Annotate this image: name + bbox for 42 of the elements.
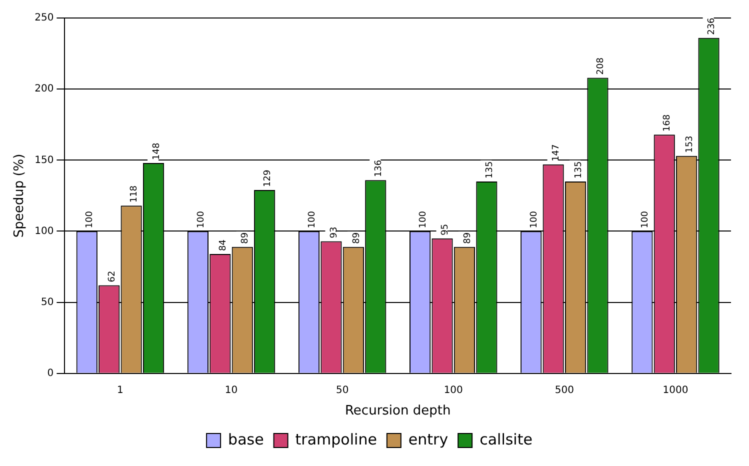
data-label: 62 — [107, 270, 118, 282]
x-tick-label: 50 — [336, 384, 349, 396]
data-label: 118 — [130, 185, 140, 203]
data-label: 100 — [418, 210, 428, 228]
data-label: 100 — [640, 210, 650, 228]
legend-label: base — [228, 430, 264, 448]
x-tick-label: 1000 — [662, 384, 688, 396]
data-label: 95 — [440, 224, 451, 236]
data-label: 100 — [307, 210, 318, 228]
data-label: 89 — [462, 232, 473, 244]
y-tick-label: 50 — [40, 296, 54, 308]
data-label: 93 — [330, 226, 340, 238]
data-label: 89 — [240, 232, 251, 244]
data-label: 208 — [596, 57, 606, 75]
x-tick-label: 10 — [224, 384, 238, 396]
x-tick-label: 500 — [554, 384, 574, 396]
data-label: 100 — [196, 210, 206, 228]
data-label: 168 — [662, 114, 673, 132]
data-label: 147 — [552, 144, 562, 162]
y-tick-label: 0 — [47, 368, 54, 379]
legend-label: trampoline — [295, 430, 377, 448]
y-tick-label: 150 — [34, 154, 54, 166]
legend-label: callsite — [480, 430, 532, 448]
data-label: 135 — [574, 161, 584, 178]
data-label: 129 — [262, 170, 273, 188]
x-axis-title: Recursion depth — [344, 404, 451, 419]
y-tick-label: 200 — [34, 84, 54, 95]
data-label: 100 — [85, 210, 96, 228]
data-label: 100 — [529, 210, 540, 228]
data-label: 135 — [485, 161, 496, 178]
y-tick-label: 250 — [34, 12, 54, 24]
data-label: 84 — [218, 239, 229, 251]
y-axis-title: Speedup (%) — [12, 154, 28, 238]
data-label: 148 — [152, 142, 162, 160]
data-label: 136 — [374, 160, 384, 178]
data-label: 153 — [684, 136, 695, 153]
legend-label: entry — [408, 430, 448, 448]
data-label: 236 — [707, 17, 718, 35]
x-tick-label: 1 — [117, 384, 124, 396]
data-label: 89 — [352, 232, 362, 244]
y-tick-label: 100 — [34, 226, 54, 237]
x-tick-label: 100 — [444, 384, 463, 396]
